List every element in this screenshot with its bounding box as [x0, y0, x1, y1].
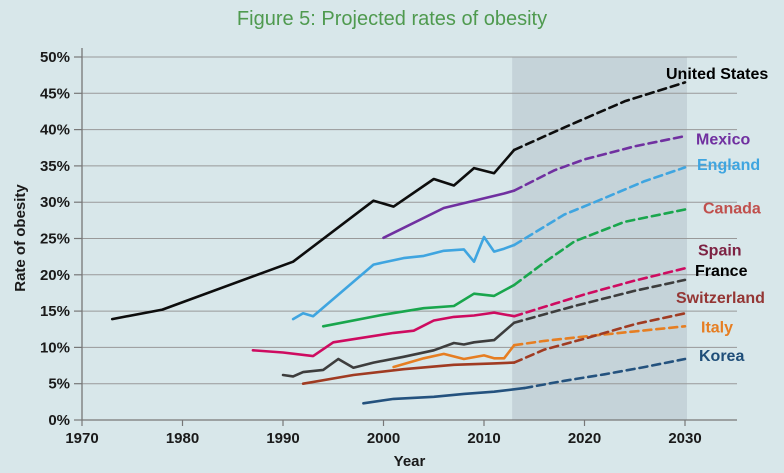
series-korea-projected [522, 357, 687, 390]
series-spain-historical [251, 311, 516, 358]
series-switzerland-historical [301, 361, 516, 386]
y-tick-label-50: 50% [40, 49, 70, 66]
series-mexico-projected [512, 134, 687, 192]
series-england-historical [291, 235, 516, 321]
country-label-canada: Canada [703, 201, 761, 218]
series-united-states-historical [110, 148, 516, 321]
x-tick-label-2030: 2030 [668, 430, 701, 447]
y-tick-label-5: 5% [48, 376, 70, 393]
country-label-united-states: United States [666, 66, 768, 83]
x-tick-label-1980: 1980 [166, 430, 199, 447]
x-tick-label-2010: 2010 [467, 430, 500, 447]
y-tick-label-0: 0% [48, 412, 70, 429]
y-tick-label-35: 35% [40, 158, 70, 175]
x-tick-label-2020: 2020 [568, 430, 601, 447]
y-tick-label-40: 40% [40, 122, 70, 139]
y-tick-label-10: 10% [40, 339, 70, 356]
series-united-states-projected [512, 81, 687, 152]
y-tick-label-25: 25% [40, 231, 70, 248]
x-tick-label-1970: 1970 [65, 430, 98, 447]
y-tick-label-30: 30% [40, 194, 70, 211]
y-tick-label-45: 45% [40, 85, 70, 102]
series-france-projected [512, 278, 687, 325]
series-mexico-historical [382, 189, 516, 240]
country-label-italy: Italy [701, 320, 733, 337]
figure-title: Figure 5: Projected rates of obesity [236, 8, 548, 30]
y-tick-label-15: 15% [40, 303, 70, 320]
country-label-spain: Spain [698, 243, 742, 260]
series-canada-historical [321, 283, 516, 328]
series-england-projected [512, 166, 687, 247]
country-label-mexico: Mexico [696, 132, 750, 149]
series-italy-projected [512, 324, 687, 347]
x-tick-label-2000: 2000 [367, 430, 400, 447]
country-label-france: France [695, 263, 748, 280]
series-switzerland-projected [512, 311, 687, 364]
country-label-england: England [697, 157, 760, 174]
series-korea-historical [362, 386, 526, 405]
series-spain-projected [512, 266, 687, 318]
y-tick-label-20: 20% [40, 267, 70, 284]
x-tick-label-1990: 1990 [266, 430, 299, 447]
series-italy-historical [392, 343, 516, 369]
y-axis-title: Rate of obesity [12, 184, 29, 292]
country-label-switzerland: Switzerland [676, 290, 765, 307]
x-axis-title: Year [394, 453, 426, 470]
series-canada-projected [512, 208, 687, 287]
country-label-korea: Korea [699, 348, 744, 365]
series-france-historical [281, 321, 516, 378]
